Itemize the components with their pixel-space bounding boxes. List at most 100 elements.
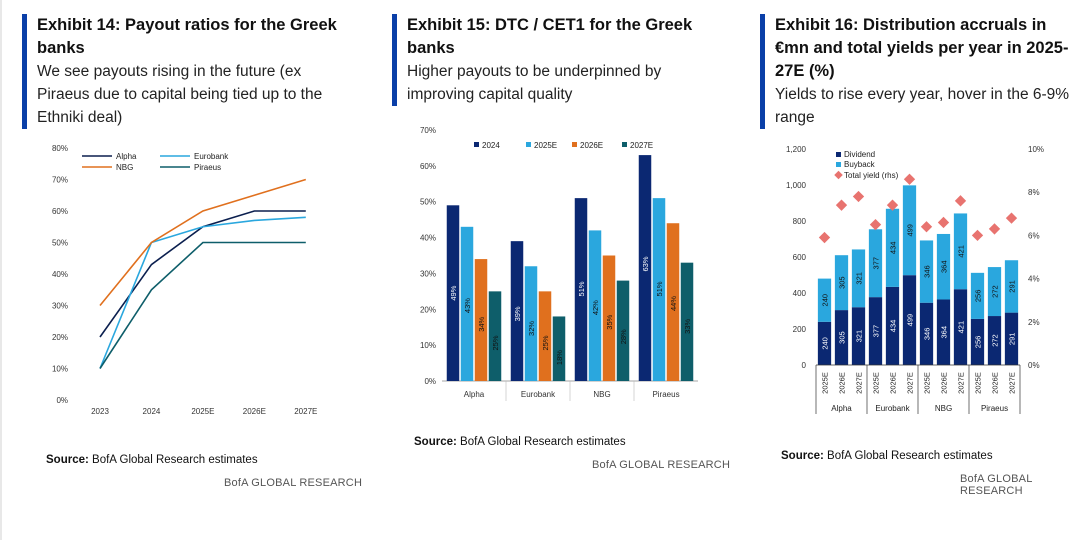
- exhibit-16-header: Exhibit 16: Distribution accruals in €mn…: [760, 14, 1075, 129]
- legend-label: 2024: [482, 141, 500, 150]
- total-yield-marker: [937, 216, 950, 229]
- dividend-data-label: 305: [838, 331, 847, 344]
- legend-label: Alpha: [116, 152, 137, 161]
- bar-dividend: [834, 310, 849, 365]
- y2-tick-label: 4%: [1028, 275, 1040, 284]
- legend-label: 2026E: [580, 141, 603, 150]
- buyback-data-label: 499: [906, 224, 915, 237]
- legend-label: NBG: [116, 163, 133, 172]
- dividend-data-label: 256: [974, 336, 983, 349]
- bar-2026e: [602, 255, 616, 381]
- bar-buyback: [936, 233, 951, 300]
- legend-label: 2025E: [534, 141, 557, 150]
- y-tick-label: 60%: [420, 162, 436, 171]
- x-tick-label: 2025E: [191, 407, 214, 416]
- total-yield-marker: [903, 173, 916, 185]
- x-tick-label: 2024: [143, 407, 161, 416]
- series-line-alpha: [99, 210, 306, 338]
- buyback-data-label: 291: [1008, 280, 1017, 293]
- bar-2027e: [616, 280, 630, 381]
- y-tick-label: 40%: [52, 270, 68, 279]
- x-tick-label: NBG: [593, 390, 610, 399]
- exhibit-14-subtitle: We see payouts rising in the future (ex …: [37, 63, 323, 126]
- bar-data-label: 39%: [513, 306, 522, 321]
- exhibit-14-source: Source: BofA Global Research estimates: [46, 454, 258, 466]
- bar-data-label: 43%: [463, 298, 472, 313]
- y-tick-label: 0%: [56, 396, 68, 405]
- y-tick-label: 600: [793, 253, 807, 262]
- y-tick-label: 60%: [52, 207, 68, 216]
- x-tick-label: 2025E: [821, 372, 830, 394]
- bar-buyback: [987, 267, 1002, 317]
- series-line-nbg: [99, 178, 307, 307]
- y-tick-label: 0: [802, 361, 807, 370]
- bar-2024: [638, 155, 652, 381]
- total-yield-marker: [869, 218, 882, 231]
- y-tick-label: 50%: [52, 239, 68, 248]
- bar-2024: [510, 241, 524, 381]
- bar-data-label: 49%: [449, 285, 458, 300]
- bar-dividend: [817, 321, 832, 365]
- x-tick-label: 2023: [91, 407, 109, 416]
- bar-2025e: [588, 230, 602, 381]
- y2-tick-label: 10%: [1028, 145, 1044, 154]
- x-tick-label: Alpha: [464, 390, 485, 399]
- bar-2024: [574, 198, 588, 381]
- bar-buyback: [902, 185, 917, 276]
- bar-data-label: 44%: [669, 296, 678, 311]
- buyback-data-label: 377: [872, 257, 881, 270]
- legend-swatch: [836, 152, 841, 157]
- buyback-data-label: 346: [923, 265, 932, 278]
- dividend-data-label: 321: [855, 330, 864, 343]
- legend-swatch: [622, 142, 627, 147]
- exhibit-15-source: Source: BofA Global Research estimates: [414, 436, 626, 448]
- y-tick-label: 800: [793, 217, 807, 226]
- bar-data-label: 51%: [577, 281, 586, 296]
- group-label: Alpha: [831, 404, 852, 413]
- x-tick-label: 2027E: [1008, 372, 1017, 394]
- bar-buyback: [851, 249, 866, 308]
- bar-2026e: [474, 259, 488, 381]
- exhibit-14-line-chart: 0% 10% 20% 30% 40% 50% 60% 70% 80% 2023 2024 2025E 2…: [52, 144, 317, 416]
- bar-data-label: 32%: [527, 321, 536, 336]
- x-tick-label: 2027E: [906, 372, 915, 394]
- bar-buyback: [1004, 260, 1019, 313]
- bar-buyback: [953, 213, 968, 290]
- y-tick-label: 0%: [424, 377, 436, 386]
- buyback-data-label: 240: [821, 294, 830, 307]
- dividend-data-label: 499: [906, 314, 915, 327]
- legend-swatch: [474, 142, 479, 147]
- x-tick-label: Eurobank: [521, 390, 556, 399]
- x-tick-label: 2027E: [957, 372, 966, 394]
- legend-swatch: [526, 142, 531, 147]
- y-tick-label: 10%: [52, 365, 68, 374]
- exhibit-14-title: Exhibit 14: Payout ratios for the Greek …: [37, 16, 337, 57]
- total-yield-marker: [971, 229, 984, 242]
- bar-buyback: [834, 255, 849, 311]
- exhibit-15-title: Exhibit 15: DTC / CET1 for the Greek ban…: [407, 16, 693, 57]
- bar-2026e: [666, 223, 680, 381]
- x-tick-label: 2025E: [974, 372, 983, 394]
- dividend-data-label: 291: [1008, 333, 1017, 346]
- group-label: NBG: [935, 404, 952, 413]
- series-line-piraeus: [99, 241, 306, 369]
- x-tick-label: 2027E: [294, 407, 317, 416]
- bar-data-label: 34%: [477, 316, 486, 331]
- bar-2025e: [652, 198, 666, 381]
- dividend-data-label: 377: [872, 325, 881, 338]
- exhibit-15-bar-chart: 0% 10% 20% 30% 40% 50% 60% 70% 49% 43% 34% 25% Alpha…: [420, 126, 698, 401]
- buyback-data-label: 321: [855, 272, 864, 285]
- total-yield-marker: [920, 221, 933, 233]
- dividend-data-label: 421: [957, 321, 966, 334]
- x-tick-label: 2027E: [855, 372, 864, 394]
- dividend-data-label: 346: [923, 328, 932, 341]
- bar-data-label: 25%: [491, 335, 500, 350]
- y-tick-label: 10%: [420, 341, 436, 350]
- bar-2027e: [680, 262, 694, 381]
- legend-label: 2027E: [630, 141, 653, 150]
- bar-data-label: 28%: [619, 329, 628, 344]
- y-tick-label: 30%: [52, 302, 68, 311]
- total-yield-marker: [818, 231, 831, 244]
- exhibit-14-header: Exhibit 14: Payout ratios for the Greek …: [22, 14, 357, 129]
- bar-2025e: [460, 226, 474, 381]
